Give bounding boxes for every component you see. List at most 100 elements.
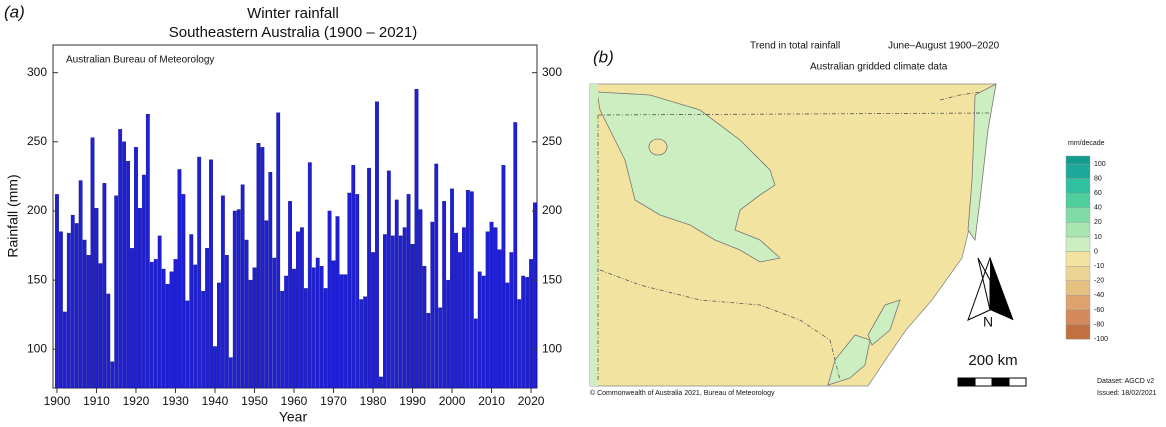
bar — [323, 288, 328, 389]
bar — [55, 194, 59, 389]
x-tick-label: 1910 — [83, 394, 110, 408]
bar — [66, 232, 71, 389]
bar — [232, 210, 237, 389]
trend-region — [827, 334, 871, 386]
bar — [126, 160, 130, 389]
bar — [240, 184, 245, 389]
x-axis-label: Year — [279, 409, 308, 425]
bar — [78, 180, 83, 389]
bar — [181, 194, 186, 389]
bar — [426, 313, 431, 389]
legend-label: 20 — [1094, 219, 1102, 226]
north-arrow — [977, 257, 991, 311]
bar — [118, 129, 123, 389]
bar — [149, 261, 154, 389]
bar — [157, 235, 162, 389]
bar — [228, 357, 233, 389]
bar — [260, 147, 265, 389]
bar — [493, 227, 498, 389]
legend-swatch — [1065, 295, 1091, 311]
dataset: Dataset: AGCD v2 — [1097, 378, 1154, 385]
bar — [446, 279, 451, 389]
legend-swatch — [1065, 266, 1091, 282]
trend-region — [967, 83, 997, 242]
bar — [525, 277, 530, 389]
y-tick-label: 200 — [27, 203, 47, 217]
panel-label: (a) — [4, 2, 25, 21]
bar — [477, 271, 482, 389]
legend-label: 80 — [1094, 175, 1102, 182]
bar — [264, 220, 269, 389]
north-label: N — [983, 314, 993, 330]
bar — [82, 239, 87, 389]
bar — [130, 248, 134, 389]
bar — [509, 252, 514, 389]
bar — [201, 290, 206, 389]
bar — [244, 239, 249, 389]
bar — [319, 266, 324, 389]
bar — [213, 346, 217, 389]
legend-swatch — [1065, 280, 1091, 296]
bar — [284, 275, 289, 389]
x-tick-label: 2010 — [478, 394, 505, 408]
bar — [134, 147, 138, 389]
bar — [430, 221, 435, 389]
bar — [217, 282, 221, 389]
y-tick-label: 300 — [27, 65, 47, 79]
map-title: Trend in total rainfall — [750, 41, 840, 52]
bar — [367, 167, 371, 389]
bar — [335, 216, 340, 389]
trend-region — [596, 91, 781, 263]
bar — [161, 268, 166, 389]
bar — [371, 252, 375, 389]
bar — [517, 299, 522, 389]
bar — [386, 170, 391, 389]
bar — [307, 162, 312, 389]
legend-label: 60 — [1094, 190, 1102, 197]
legend-label: -100 — [1094, 336, 1108, 343]
bar — [450, 188, 454, 389]
x-tick-label: 2020 — [518, 394, 545, 408]
legend-swatch — [1065, 222, 1091, 238]
bar — [438, 307, 443, 389]
map-panel: (b) Trend in total rainfall June–August … — [589, 41, 1157, 397]
issued: Issued: 18/02/2021 — [1097, 390, 1157, 397]
bar — [343, 274, 348, 389]
bar — [382, 234, 387, 389]
bar — [347, 192, 352, 389]
north-arrow — [990, 258, 1013, 320]
x-tick-label: 1920 — [123, 394, 150, 408]
bar — [422, 266, 427, 389]
bar — [379, 376, 383, 389]
bar — [394, 199, 399, 389]
bar — [256, 142, 261, 389]
x-tick-label: 1900 — [44, 394, 71, 408]
x-tick-label: 2000 — [439, 394, 466, 408]
bar — [268, 172, 273, 389]
bar — [138, 208, 142, 389]
y-tick-label: 250 — [542, 134, 562, 148]
copyright: © Commonwealth of Australia 2021, Bureau… — [590, 389, 775, 397]
bar — [402, 227, 407, 389]
bar — [410, 243, 415, 389]
bar — [98, 263, 103, 389]
legend-label: -40 — [1094, 292, 1104, 299]
legend-label: -80 — [1094, 321, 1104, 328]
scale-bar — [957, 377, 1027, 387]
bar — [62, 311, 67, 389]
bar — [462, 227, 466, 389]
bar — [280, 290, 285, 389]
bar — [236, 209, 241, 389]
bar — [189, 234, 194, 389]
legend-label: 0 — [1094, 248, 1098, 255]
bar — [185, 300, 190, 389]
legend-label: 40 — [1094, 205, 1102, 212]
bar — [505, 282, 510, 389]
bar — [359, 299, 364, 389]
bar — [122, 141, 127, 389]
bar — [406, 194, 411, 389]
bar — [169, 271, 174, 389]
x-tick-label: 1980 — [360, 394, 387, 408]
bar — [315, 257, 320, 389]
